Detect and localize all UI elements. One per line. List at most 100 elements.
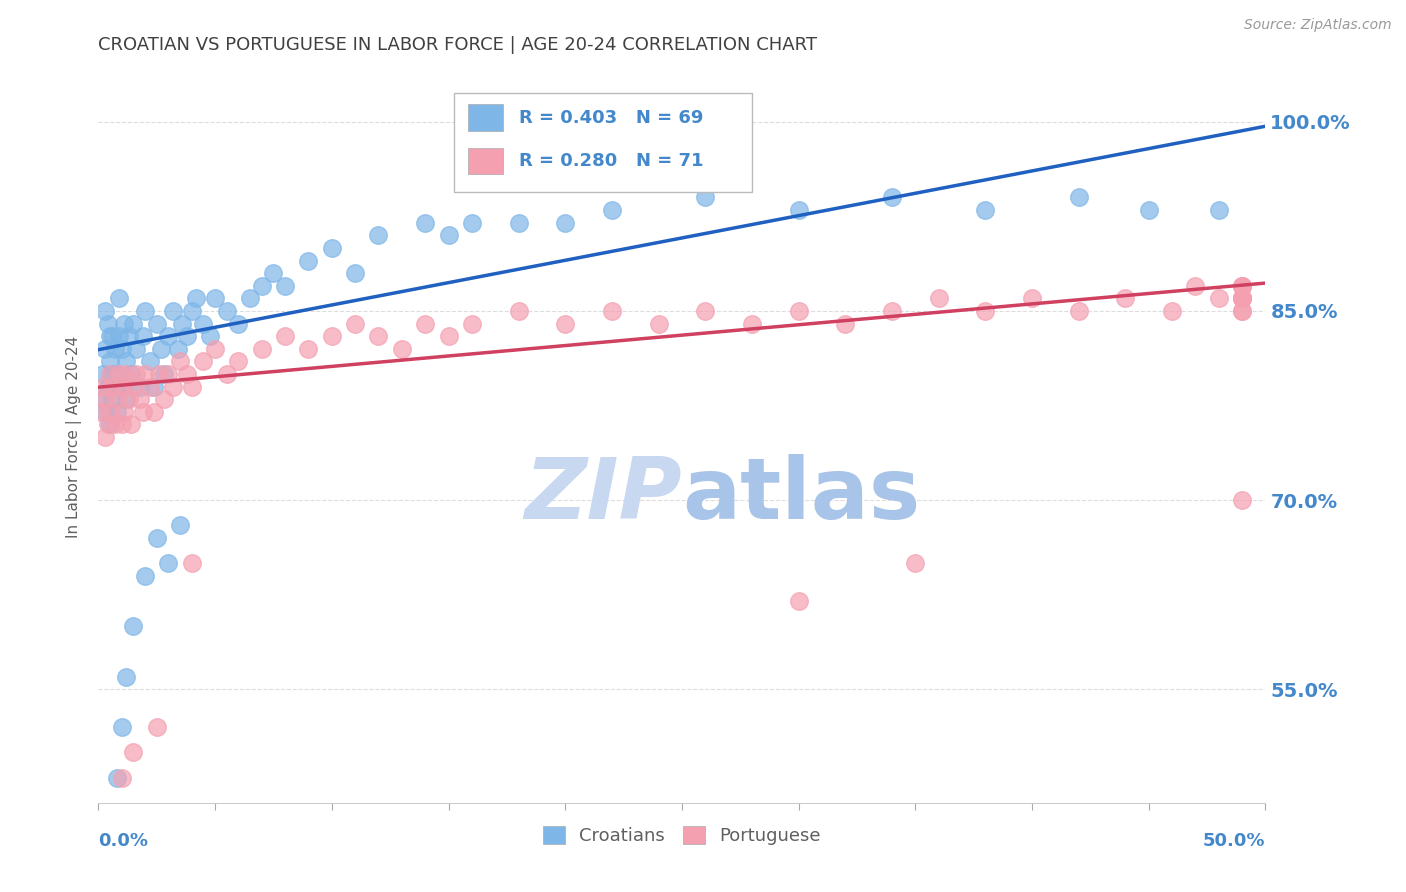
Point [787,304,810,318]
Point [152,367,174,381]
Point [169,518,191,533]
Point [367,329,389,343]
Point [98,405,121,419]
Point [111,342,134,356]
Point [367,228,389,243]
Point [115,354,138,368]
Text: 50.0%: 50.0% [1204,832,1265,850]
Point [111,417,134,432]
Point [1230,278,1253,293]
Point [1067,190,1090,204]
Point [169,354,191,368]
Text: Source: ZipAtlas.com: Source: ZipAtlas.com [1244,18,1392,32]
FancyBboxPatch shape [468,104,503,131]
Point [1230,291,1253,305]
Point [125,367,148,381]
Point [97,317,120,331]
Point [162,379,184,393]
Point [134,367,156,381]
Point [97,379,120,393]
Point [461,317,484,331]
Point [101,367,124,381]
Point [132,405,155,419]
Point [134,304,156,318]
Point [1230,493,1253,508]
Point [108,367,131,381]
Point [647,317,669,331]
Point [157,329,180,343]
Point [94,304,117,318]
Point [120,417,142,432]
Point [228,354,250,368]
Point [1230,304,1253,318]
Text: CROATIAN VS PORTUGUESE IN LABOR FORCE | AGE 20-24 CORRELATION CHART: CROATIAN VS PORTUGUESE IN LABOR FORCE | … [98,36,817,54]
Point [115,670,138,684]
Point [129,392,152,407]
Point [150,342,173,356]
Point [112,317,135,331]
Point [120,367,142,381]
Point [508,216,530,230]
Point [118,329,141,343]
Point [204,291,226,305]
Point [105,367,128,381]
Point [90,405,112,419]
Point [344,266,367,280]
Point [262,266,284,280]
Point [250,278,273,293]
Legend: Croatians, Portuguese: Croatians, Portuguese [536,819,828,852]
Point [104,379,127,393]
Y-axis label: In Labor Force | Age 20-24: In Labor Force | Age 20-24 [66,336,83,538]
Point [1230,304,1253,318]
Point [1230,291,1253,305]
Point [695,190,717,204]
Point [1230,278,1253,293]
Point [172,317,194,331]
Point [215,367,238,381]
Point [143,405,166,419]
Point [101,392,124,407]
Point [974,203,997,218]
Point [122,745,145,759]
Point [152,392,174,407]
Point [115,367,138,381]
Point [274,329,297,343]
Point [115,392,138,407]
Point [90,392,112,407]
Point [94,405,117,419]
Point [974,304,997,318]
Point [122,619,145,633]
Point [321,329,343,343]
Point [928,291,950,305]
Point [129,379,152,393]
Point [344,317,367,331]
Point [1067,304,1090,318]
Point [101,379,124,393]
Text: R = 0.403   N = 69: R = 0.403 N = 69 [519,109,703,127]
Point [139,379,162,393]
Point [193,317,215,331]
Point [437,329,460,343]
Point [1114,291,1136,305]
Point [176,367,198,381]
Point [180,379,202,393]
Point [880,304,903,318]
Point [1021,291,1043,305]
Point [166,342,188,356]
Point [98,367,121,381]
FancyBboxPatch shape [454,94,752,192]
Point [1230,291,1253,305]
Point [193,354,215,368]
Point [239,291,262,305]
Point [122,317,145,331]
Point [204,342,226,356]
Point [108,329,131,343]
Point [105,405,128,419]
Point [91,379,114,393]
Point [105,392,128,407]
Point [297,253,319,268]
Point [94,342,117,356]
Point [94,430,117,444]
Point [180,556,202,570]
Point [554,317,576,331]
